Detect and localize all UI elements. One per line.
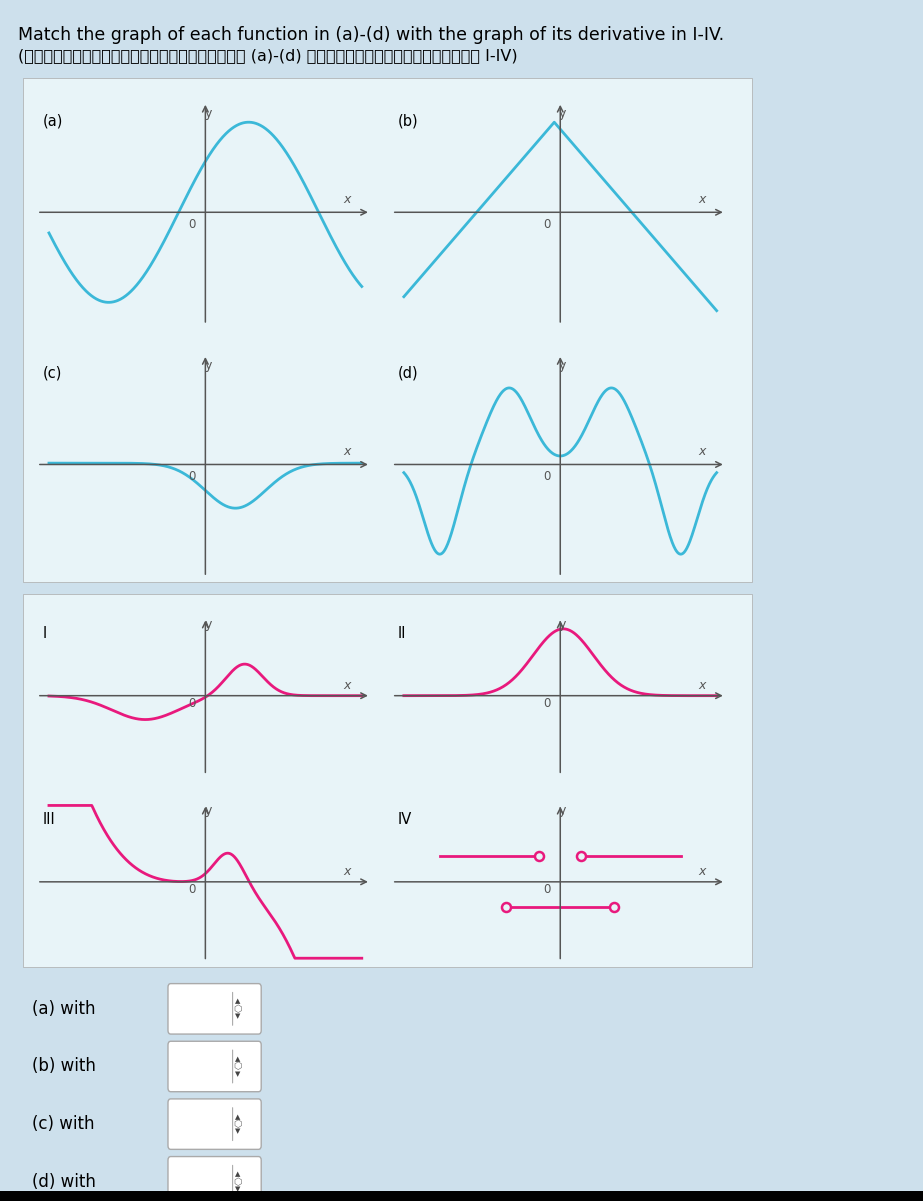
Text: y: y [204, 359, 211, 372]
Text: 0: 0 [188, 219, 196, 231]
Text: 0: 0 [544, 471, 551, 483]
Text: III: III [43, 812, 55, 826]
Text: ⬡: ⬡ [233, 1004, 242, 1014]
Text: 0: 0 [188, 883, 196, 896]
Text: (b): (b) [398, 113, 418, 129]
Text: IV: IV [398, 812, 412, 826]
Text: Match the graph of each function in (a)-(d) with the graph of its derivative in : Match the graph of each function in (a)-… [18, 26, 725, 44]
Text: x: x [699, 866, 706, 878]
Text: x: x [699, 446, 706, 459]
Text: y: y [559, 359, 567, 372]
Text: y: y [204, 107, 211, 120]
Text: 0: 0 [544, 219, 551, 231]
Text: II: II [398, 626, 406, 640]
Text: ⬡: ⬡ [233, 1062, 242, 1071]
Text: (b) with: (b) with [32, 1058, 96, 1075]
Text: (a) with: (a) with [32, 1000, 96, 1017]
Text: x: x [343, 866, 351, 878]
Text: ⬡: ⬡ [233, 1119, 242, 1129]
Text: y: y [559, 107, 567, 120]
Text: y: y [559, 619, 567, 631]
Text: 0: 0 [544, 883, 551, 896]
Text: 0: 0 [544, 697, 551, 710]
Text: 0: 0 [188, 471, 196, 483]
Text: 0: 0 [188, 697, 196, 710]
Text: (d): (d) [398, 365, 418, 381]
Text: (c): (c) [43, 365, 63, 381]
Text: y: y [204, 805, 211, 817]
Text: (จงจับคู่กราฟของฟังก์ชัน (a)-(d) กับกราฟของอนุพันธ์ I-IV): (จงจับคู่กราฟของฟังก์ชัน (a)-(d) กับกราฟ… [18, 48, 518, 62]
Text: ▲: ▲ [235, 1172, 241, 1177]
Text: ▲: ▲ [235, 1057, 241, 1062]
Text: x: x [699, 680, 706, 692]
Text: ▼: ▼ [235, 1187, 241, 1191]
Text: ▼: ▼ [235, 1071, 241, 1076]
Text: (a): (a) [43, 113, 64, 129]
Text: x: x [343, 446, 351, 459]
Text: ⬡: ⬡ [233, 1177, 242, 1187]
Text: y: y [204, 619, 211, 631]
Text: x: x [699, 193, 706, 207]
Text: (c) with: (c) with [32, 1116, 95, 1133]
Text: x: x [343, 193, 351, 207]
Text: ▲: ▲ [235, 1115, 241, 1119]
Text: ▲: ▲ [235, 999, 241, 1004]
Text: I: I [43, 626, 47, 640]
Text: ▼: ▼ [235, 1129, 241, 1134]
Text: x: x [343, 680, 351, 692]
Text: (d) with: (d) with [32, 1173, 96, 1190]
Text: y: y [559, 805, 567, 817]
Text: ▼: ▼ [235, 1014, 241, 1018]
